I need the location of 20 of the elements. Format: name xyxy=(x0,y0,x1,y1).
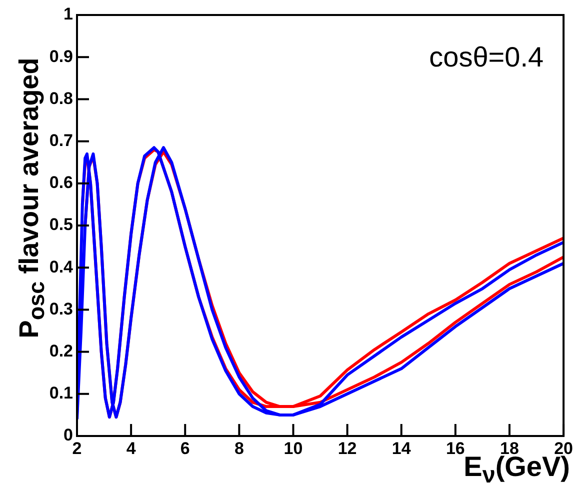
x-tick-label: 4 xyxy=(126,438,136,458)
y-tick-label: 0.3 xyxy=(49,299,73,318)
x-tick-label: 8 xyxy=(234,438,244,458)
y-tick-label: 0.1 xyxy=(49,384,73,403)
y-tick-label: 1 xyxy=(64,4,73,24)
y-tick-label: 0.9 xyxy=(49,46,73,66)
x-tick-label: 14 xyxy=(392,438,412,458)
x-tick-label: 10 xyxy=(284,438,303,458)
y-tick-label: 0.7 xyxy=(49,130,73,150)
x-tick-label: 6 xyxy=(180,438,190,458)
y-tick-label: 0.5 xyxy=(49,215,73,234)
x-tick-label: 2 xyxy=(72,438,82,458)
y-tick-label: 0.4 xyxy=(49,257,74,276)
y-tick-label: 0.2 xyxy=(49,341,73,360)
y-tick-label: 0.8 xyxy=(49,88,73,108)
annotation: cosθ=0.4 xyxy=(429,42,544,73)
x-tick-label: 16 xyxy=(446,438,465,458)
y-tick-label: 0.6 xyxy=(49,173,73,192)
y-tick-label: 0 xyxy=(64,426,73,445)
x-tick-label: 12 xyxy=(338,438,357,458)
